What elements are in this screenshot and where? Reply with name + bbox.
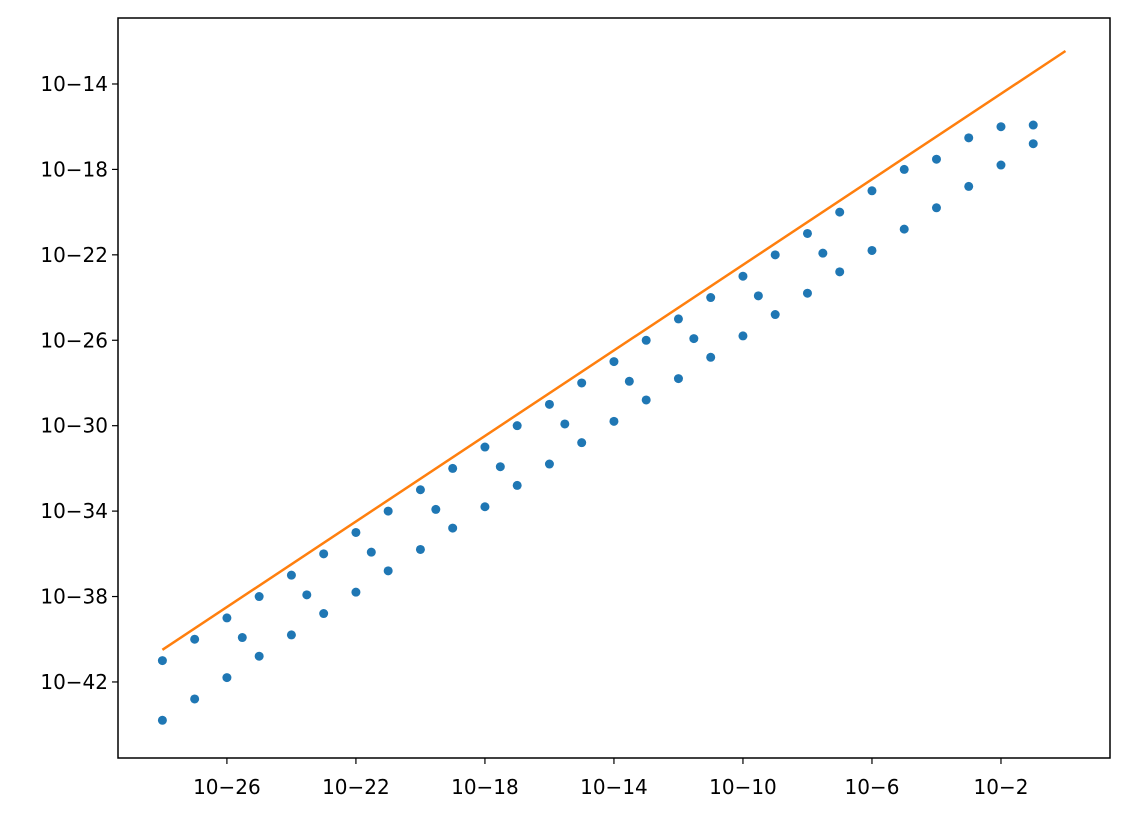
scatter-point bbox=[964, 133, 974, 143]
scatter-point bbox=[835, 267, 845, 277]
scatter-point bbox=[448, 463, 458, 473]
scatter-point bbox=[867, 245, 877, 255]
scatter-point bbox=[577, 438, 587, 448]
scatter-point bbox=[609, 357, 619, 367]
scatter-point bbox=[415, 544, 425, 554]
y-tick-label: 10−42 bbox=[40, 670, 108, 694]
scatter-point bbox=[544, 399, 554, 409]
scatter-point bbox=[931, 154, 941, 164]
scatter-point bbox=[641, 395, 651, 405]
scatter-point bbox=[254, 592, 264, 602]
y-tick-label: 10−38 bbox=[40, 585, 108, 609]
scatter-point bbox=[738, 271, 748, 281]
scatter-point bbox=[560, 419, 570, 429]
y-tick-label: 10−18 bbox=[40, 157, 108, 181]
x-tick-label: 10−2 bbox=[974, 775, 1029, 799]
scatter-point bbox=[319, 549, 329, 559]
scatter-point bbox=[222, 613, 232, 623]
scatter-point bbox=[609, 416, 619, 426]
scatter-point bbox=[366, 547, 376, 557]
scatter-point bbox=[641, 335, 651, 345]
scatter-point bbox=[237, 633, 247, 643]
scatter-point bbox=[286, 570, 296, 580]
scatter-point bbox=[512, 480, 522, 490]
scatter-point bbox=[706, 293, 716, 303]
scatter-point bbox=[802, 228, 812, 238]
line bbox=[161, 49, 1067, 651]
x-tick-label: 10−10 bbox=[709, 775, 777, 799]
x-tick-label: 10−22 bbox=[322, 775, 390, 799]
scatter-point bbox=[431, 504, 441, 514]
scatter-point bbox=[383, 506, 393, 516]
scatter-point bbox=[448, 523, 458, 533]
scatter-point bbox=[931, 203, 941, 213]
y-tick-label: 10−14 bbox=[40, 72, 108, 96]
scatter-point bbox=[544, 459, 554, 469]
y-tick-label: 10−30 bbox=[40, 414, 108, 438]
scatter-point bbox=[512, 421, 522, 431]
scatter-point bbox=[351, 587, 361, 597]
scatter-point bbox=[899, 164, 909, 174]
scatter-point bbox=[383, 566, 393, 576]
scatter-point bbox=[157, 715, 167, 725]
scatter-point bbox=[480, 442, 490, 452]
scatter-point bbox=[222, 673, 232, 683]
scatter-point bbox=[415, 485, 425, 495]
scatter-point bbox=[689, 334, 699, 344]
scatter-point bbox=[996, 160, 1006, 170]
scatter-point bbox=[254, 651, 264, 661]
scatter-point bbox=[867, 186, 877, 196]
x-tick-label: 10−6 bbox=[844, 775, 899, 799]
scatter-point bbox=[302, 590, 312, 600]
scatter-point bbox=[624, 376, 634, 386]
scatter-point bbox=[1028, 120, 1038, 130]
scatter-point bbox=[286, 630, 296, 640]
scatter-point bbox=[770, 250, 780, 260]
scatter-point bbox=[673, 314, 683, 324]
scatter-point bbox=[157, 656, 167, 666]
scatter-point bbox=[190, 634, 200, 644]
scatter-point bbox=[964, 181, 974, 191]
scatter-point bbox=[706, 352, 716, 362]
scatter-point bbox=[577, 378, 587, 388]
y-tick-label: 10−26 bbox=[40, 328, 108, 352]
scatter-point bbox=[319, 609, 329, 619]
x-tick-label: 10−26 bbox=[193, 775, 261, 799]
x-tick-label: 10−14 bbox=[580, 775, 648, 799]
scatter-point bbox=[996, 122, 1006, 132]
scatter-point bbox=[351, 527, 361, 537]
scatter-point bbox=[1028, 139, 1038, 149]
scatter-point bbox=[480, 502, 490, 512]
scatter-point bbox=[802, 288, 812, 298]
scatter-point bbox=[835, 207, 845, 217]
scatter-point bbox=[770, 310, 780, 320]
scatter-point bbox=[899, 224, 909, 234]
scatter-point bbox=[190, 694, 200, 704]
scatter-point bbox=[753, 291, 763, 301]
scatter-point bbox=[818, 248, 828, 258]
y-tick-label: 10−34 bbox=[40, 499, 108, 523]
plot-frame bbox=[117, 17, 1111, 759]
y-tick-label: 10−22 bbox=[40, 243, 108, 267]
scatter-point bbox=[495, 462, 505, 472]
x-tick-label: 10−18 bbox=[451, 775, 519, 799]
scatter-point bbox=[738, 331, 748, 341]
scatter-point bbox=[673, 374, 683, 384]
